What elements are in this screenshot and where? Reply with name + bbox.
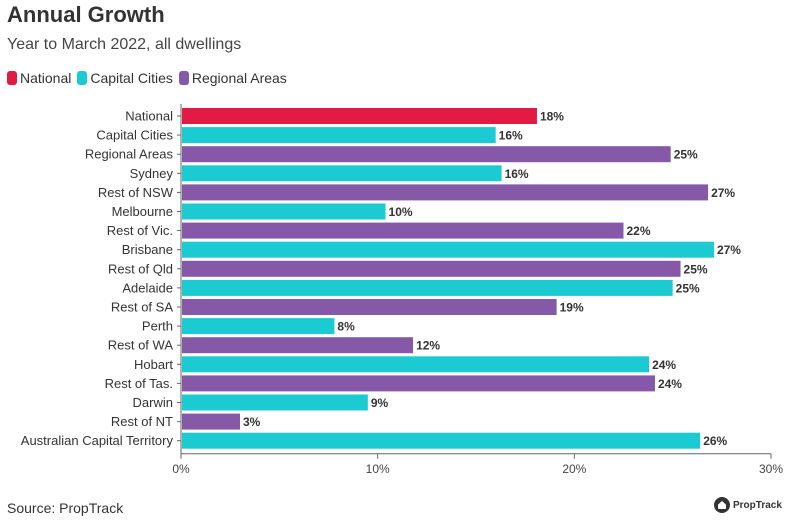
category-label-perth: Perth	[142, 319, 173, 334]
category-label-sydney: Sydney	[130, 166, 174, 181]
category-label-rest-of-qld: Rest of Qld	[108, 261, 173, 276]
legend-item-capital-cities[interactable]: Capital Cities	[77, 70, 173, 86]
category-label-brisbane: Brisbane	[122, 242, 173, 257]
data-label-rest-of-nsw: 27%	[711, 186, 735, 200]
data-label-hobart: 24%	[652, 358, 676, 372]
brand-label: PropTrack	[733, 499, 782, 511]
legend-item-regional-areas[interactable]: Regional Areas	[178, 70, 287, 86]
category-label-melbourne: Melbourne	[112, 204, 173, 219]
bar-regional-areas	[182, 146, 671, 163]
data-label-capital-cities: 16%	[499, 129, 523, 143]
bar-darwin	[182, 394, 368, 411]
category-label-australian-capital-territory: Australian Capital Territory	[21, 433, 174, 448]
bar-adelaide	[182, 279, 673, 296]
data-label-perth: 8%	[337, 320, 355, 334]
data-label-regional-areas: 25%	[674, 148, 698, 162]
x-tick-label: 10%	[366, 462, 390, 475]
bar-chart: 0% 10% 20% 30% National 18% Capital Cities 16% R…	[21, 104, 783, 475]
data-label-rest-of-sa: 19%	[560, 301, 584, 315]
bar-australian-capital-territory	[182, 432, 701, 449]
category-label-adelaide: Adelaide	[122, 280, 173, 295]
proptrack-logo-icon	[714, 497, 730, 513]
legend-swatch-national	[7, 71, 17, 85]
legend-label-regional-areas: Regional Areas	[191, 70, 287, 86]
bar-rest-of-sa	[182, 299, 557, 315]
data-label-rest-of-tas: 24%	[658, 377, 682, 391]
category-label-rest-of-tas: Rest of Tas.	[105, 376, 173, 391]
category-label-national: National	[125, 109, 173, 124]
source-note: Source: PropTrack	[7, 500, 124, 516]
bar-brisbane	[182, 241, 714, 258]
bar-rest-of-tas	[182, 375, 655, 392]
category-label-regional-areas: Regional Areas	[85, 147, 174, 162]
data-label-national: 18%	[540, 110, 564, 124]
x-tick-label: 0%	[172, 462, 190, 475]
brand-logo: PropTrack	[714, 497, 782, 513]
chart-subtitle: Year to March 2022, all dwellings	[7, 36, 242, 53]
data-label-australian-capital-territory: 26%	[703, 434, 727, 448]
data-label-rest-of-nt: 3%	[243, 415, 261, 429]
data-label-rest-of-vic: 22%	[627, 224, 651, 238]
data-label-darwin: 9%	[371, 396, 389, 410]
data-label-brisbane: 27%	[717, 243, 741, 257]
bar-hobart	[182, 356, 650, 373]
legend: National Capital Cities Regional Areas	[7, 70, 293, 86]
legend-label-national: National	[20, 70, 72, 86]
data-label-melbourne: 10%	[389, 205, 413, 219]
bar-rest-of-wa	[182, 337, 414, 354]
data-label-adelaide: 25%	[676, 281, 700, 295]
bar-rest-of-qld	[182, 260, 681, 277]
data-label-sydney: 16%	[505, 167, 529, 181]
legend-label-capital-cities: Capital Cities	[90, 70, 173, 86]
legend-swatch-capital-cities	[77, 71, 88, 85]
category-label-darwin: Darwin	[133, 395, 173, 410]
legend-item-national[interactable]: National	[7, 70, 71, 86]
category-label-rest-of-wa: Rest of WA	[108, 338, 174, 353]
bar-rest-of-nt	[182, 413, 240, 430]
x-tick-label: 20%	[562, 462, 586, 475]
category-label-rest-of-nsw: Rest of NSW	[98, 185, 174, 200]
bar-rest-of-vic	[182, 222, 624, 239]
bar-national	[182, 108, 537, 124]
bar-rest-of-nsw	[182, 184, 709, 201]
bar-sydney	[182, 165, 502, 182]
legend-swatch-regional-areas	[178, 71, 189, 85]
bar-perth	[182, 318, 335, 335]
category-label-capital-cities: Capital Cities	[96, 128, 173, 143]
chart-title: Annual Growth	[7, 2, 165, 27]
data-label-rest-of-wa: 12%	[416, 339, 440, 353]
category-label-rest-of-nt: Rest of NT	[111, 414, 173, 429]
x-tick-label: 30%	[759, 462, 783, 475]
data-label-rest-of-qld: 25%	[684, 262, 708, 276]
category-label-hobart: Hobart	[134, 357, 173, 372]
category-label-rest-of-sa: Rest of SA	[111, 300, 173, 315]
bar-capital-cities	[182, 127, 496, 144]
bar-melbourne	[182, 203, 386, 220]
category-label-rest-of-vic: Rest of Vic.	[107, 223, 173, 238]
